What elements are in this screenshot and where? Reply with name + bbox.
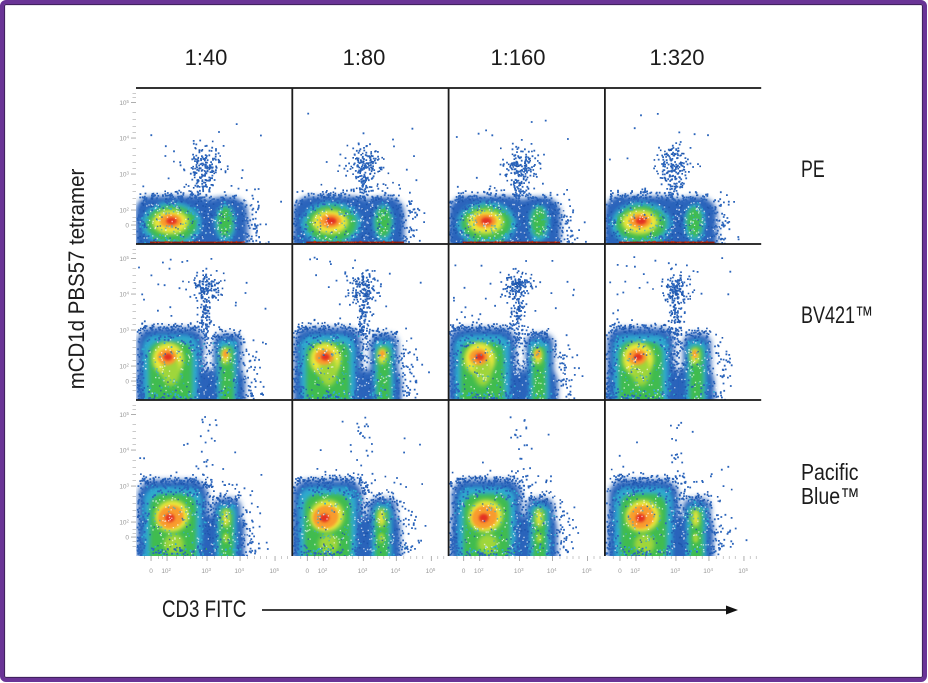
svg-text:104: 104	[119, 446, 129, 454]
svg-text:102: 102	[119, 518, 129, 526]
svg-text:103: 103	[119, 170, 129, 178]
svg-text:104: 104	[119, 290, 129, 298]
svg-text:0: 0	[125, 379, 129, 386]
svg-text:0: 0	[149, 568, 153, 575]
svg-text:103: 103	[670, 567, 680, 575]
svg-text:105: 105	[582, 567, 592, 575]
svg-text:102: 102	[318, 567, 328, 575]
svg-text:102: 102	[119, 362, 129, 370]
svg-text:105: 105	[738, 567, 748, 575]
svg-text:103: 103	[201, 567, 211, 575]
svg-text:105: 105	[269, 567, 279, 575]
svg-text:0: 0	[125, 223, 129, 230]
svg-text:0: 0	[618, 568, 622, 575]
svg-text:103: 103	[358, 567, 368, 575]
svg-text:0: 0	[305, 568, 309, 575]
svg-text:0: 0	[125, 535, 129, 542]
svg-text:104: 104	[547, 567, 557, 575]
svg-text:105: 105	[119, 99, 129, 107]
svg-text:105: 105	[426, 567, 436, 575]
svg-text:104: 104	[703, 567, 713, 575]
svg-text:104: 104	[391, 567, 401, 575]
svg-text:102: 102	[630, 567, 640, 575]
svg-text:104: 104	[119, 134, 129, 142]
svg-text:103: 103	[119, 482, 129, 490]
svg-text:103: 103	[514, 567, 524, 575]
svg-text:105: 105	[119, 411, 129, 419]
svg-text:102: 102	[161, 567, 171, 575]
svg-text:102: 102	[119, 206, 129, 214]
svg-text:105: 105	[119, 255, 129, 263]
svg-text:0: 0	[462, 568, 466, 575]
svg-text:103: 103	[119, 326, 129, 334]
svg-text:102: 102	[474, 567, 484, 575]
svg-text:104: 104	[234, 567, 244, 575]
